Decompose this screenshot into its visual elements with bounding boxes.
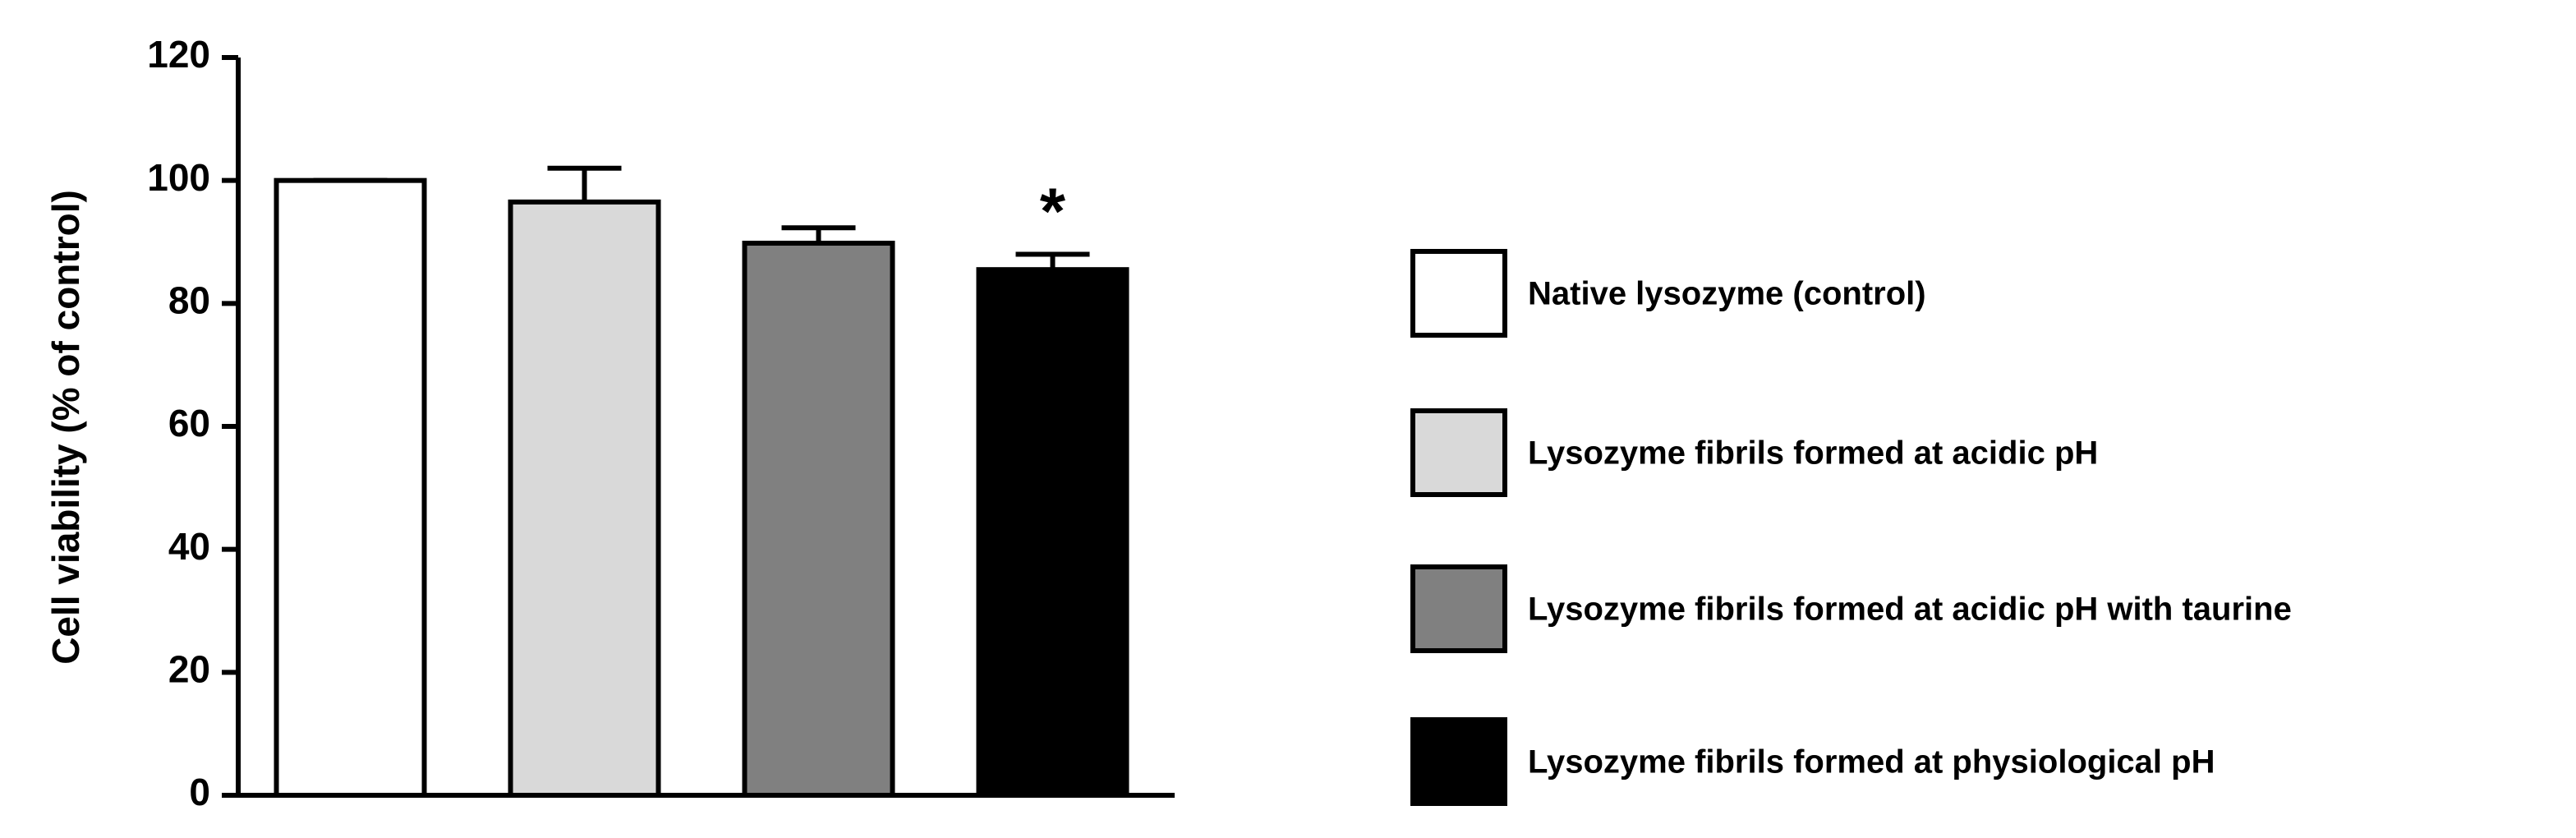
legend-label: Lysozyme fibrils formed at physiological… xyxy=(1528,744,2215,780)
y-tick-label: 20 xyxy=(168,647,210,690)
y-tick-label: 60 xyxy=(168,402,210,444)
bar xyxy=(742,240,895,799)
annotation: * xyxy=(1040,175,1066,248)
bar xyxy=(976,267,1129,798)
legend-swatch xyxy=(1410,717,1507,806)
legend-label: Lysozyme fibrils formed at acidic pH wit… xyxy=(1528,592,2292,628)
y-tick-label: 0 xyxy=(189,771,210,813)
bar xyxy=(274,177,427,798)
y-tick-label: 100 xyxy=(147,156,210,199)
y-tick-label: 80 xyxy=(168,279,210,321)
y-axis-label: Cell viability (% of control) xyxy=(44,190,87,665)
legend-swatch xyxy=(1410,249,1507,338)
y-tick-label: 120 xyxy=(147,33,210,76)
legend-swatch xyxy=(1410,564,1507,653)
y-tick-label: 40 xyxy=(168,525,210,568)
bar xyxy=(508,199,661,798)
legend-swatch xyxy=(1410,408,1507,497)
legend-label: Native lysozyme (control) xyxy=(1528,276,1926,312)
legend-label: Lysozyme fibrils formed at acidic pH xyxy=(1528,435,2098,472)
